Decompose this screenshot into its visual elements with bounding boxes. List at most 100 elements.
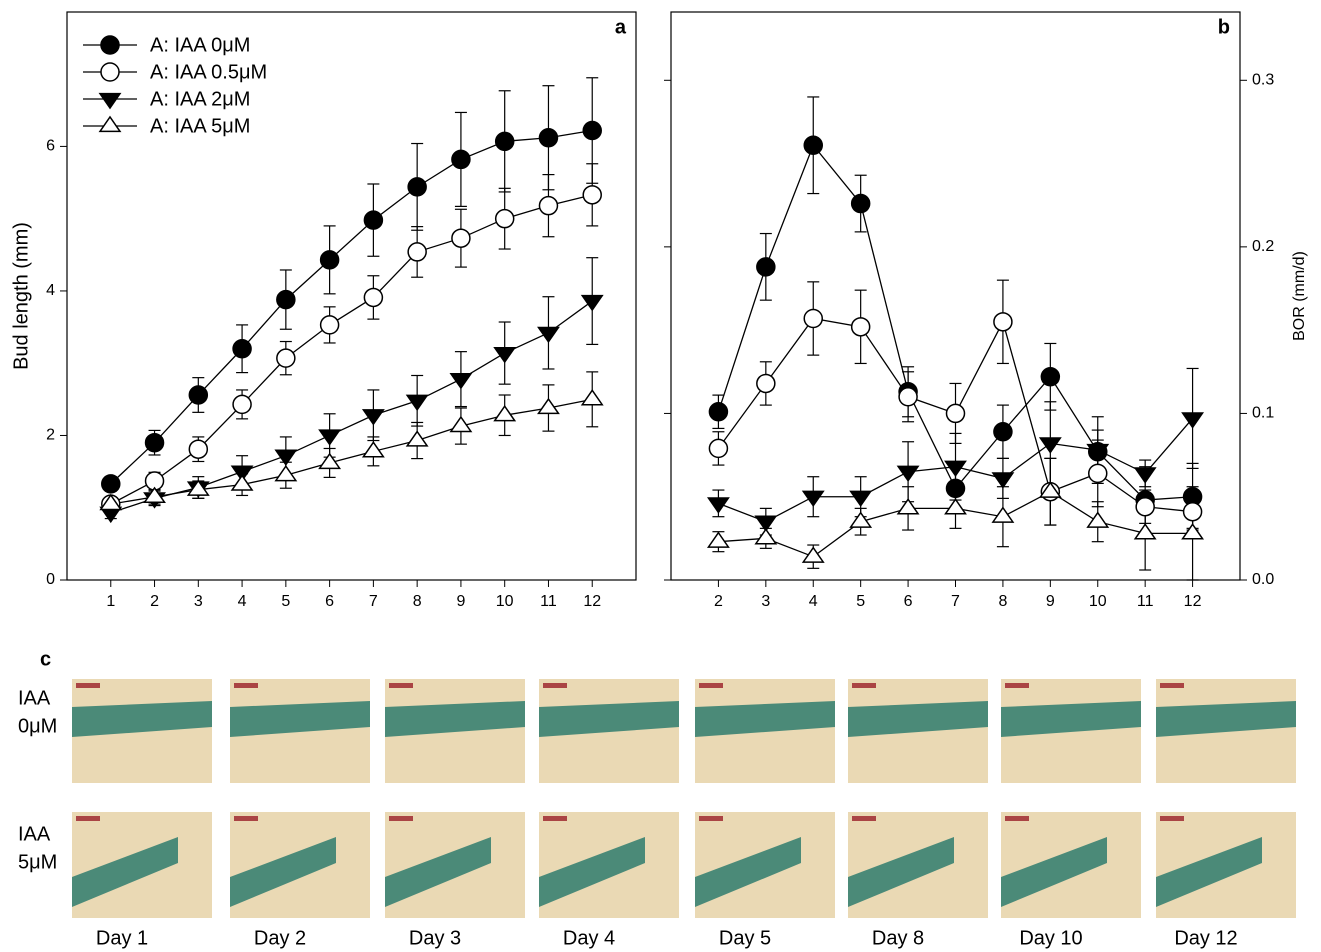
- scale-bar: [1005, 683, 1029, 688]
- legend-marker: [100, 35, 120, 55]
- marker: [1181, 523, 1205, 540]
- legend-label: A: IAA 5μM: [150, 115, 250, 137]
- marker: [230, 474, 254, 491]
- x-tick-label: 6: [325, 593, 334, 610]
- x-tick-label: 11: [540, 593, 557, 610]
- marker: [449, 415, 473, 433]
- y-tick-label: 0.1: [1252, 405, 1274, 422]
- y-tick-label: 2: [46, 427, 55, 444]
- marker: [451, 149, 471, 170]
- marker: [754, 515, 778, 533]
- marker: [274, 449, 298, 467]
- scale-bar: [389, 683, 413, 688]
- marker: [1086, 511, 1110, 528]
- x-tick-label: 3: [761, 593, 770, 610]
- marker: [754, 528, 778, 545]
- scale-bar: [699, 816, 723, 821]
- x-tick-label: 9: [1046, 593, 1055, 610]
- stem: [72, 701, 212, 737]
- marker: [1135, 496, 1155, 517]
- marker: [144, 432, 165, 453]
- marker: [451, 228, 471, 248]
- marker: [143, 486, 166, 504]
- marker: [1133, 467, 1157, 484]
- marker: [537, 397, 560, 415]
- day-label: Day 12: [1174, 927, 1237, 949]
- marker: [363, 287, 384, 308]
- scale-bar: [1160, 816, 1184, 821]
- y-tick-label: 0: [46, 571, 55, 588]
- marker: [1182, 501, 1203, 522]
- panel-label: b: [1218, 16, 1230, 38]
- marker: [991, 506, 1015, 523]
- x-tick-label: 2: [150, 593, 159, 610]
- marker: [405, 430, 429, 447]
- stem: [695, 837, 801, 907]
- stem: [539, 837, 645, 907]
- scale-bar: [699, 683, 723, 688]
- marker: [1038, 481, 1062, 498]
- y-axis-label: BOR (mm/d): [1291, 251, 1308, 341]
- marker: [945, 478, 966, 499]
- scale-bar: [543, 816, 567, 821]
- stem: [848, 837, 954, 907]
- series-line: [110, 129, 593, 485]
- legend-label: A: IAA 0.5μM: [150, 61, 267, 83]
- marker: [493, 404, 517, 422]
- marker: [708, 402, 729, 422]
- marker: [756, 373, 776, 394]
- marker: [580, 294, 604, 312]
- marker: [494, 131, 515, 152]
- stem: [230, 837, 336, 907]
- marker: [407, 177, 427, 197]
- legend-marker: [98, 115, 122, 133]
- marker: [276, 289, 296, 310]
- stem: [385, 837, 491, 907]
- marker: [232, 394, 252, 415]
- series-line: [110, 300, 593, 514]
- marker: [318, 429, 342, 446]
- marker: [276, 348, 296, 368]
- y-tick-label: 0.0: [1252, 571, 1274, 588]
- x-tick-label: 3: [194, 593, 203, 610]
- marker: [896, 465, 920, 483]
- scale-bar: [234, 816, 258, 821]
- marker: [188, 439, 209, 459]
- marker: [1088, 463, 1108, 484]
- series-line: [110, 398, 593, 505]
- marker: [188, 385, 209, 405]
- marker: [991, 472, 1015, 489]
- scale-bar: [543, 683, 567, 688]
- day-label: Day 5: [719, 927, 771, 949]
- row-label: 0μM: [18, 715, 57, 737]
- marker: [803, 135, 823, 156]
- x-tick-label: 11: [1137, 593, 1154, 610]
- x-tick-label: 6: [904, 593, 913, 610]
- stem: [1156, 701, 1296, 737]
- x-tick-label: 10: [496, 593, 514, 610]
- marker: [186, 479, 210, 496]
- marker: [849, 490, 873, 508]
- marker: [898, 387, 918, 407]
- legend-label: A: IAA 0μM: [150, 34, 250, 56]
- marker: [319, 250, 340, 270]
- marker: [850, 193, 871, 214]
- marker: [232, 339, 252, 359]
- marker: [318, 452, 342, 470]
- panel-label: c: [40, 648, 51, 670]
- x-tick-label: 10: [1089, 593, 1107, 610]
- scale-bar: [852, 816, 876, 821]
- x-tick-label: 2: [714, 593, 723, 610]
- day-label: Day 8: [872, 927, 924, 949]
- marker: [801, 546, 825, 563]
- row-label: 5μM: [18, 851, 57, 873]
- y-tick-label: 0.3: [1252, 72, 1274, 89]
- x-tick-label: 7: [369, 593, 378, 610]
- marker: [1181, 412, 1205, 429]
- x-tick-label: 8: [413, 593, 422, 610]
- marker: [101, 474, 121, 494]
- marker: [945, 403, 966, 424]
- marker: [850, 317, 871, 337]
- marker: [944, 460, 967, 478]
- stem: [848, 701, 988, 737]
